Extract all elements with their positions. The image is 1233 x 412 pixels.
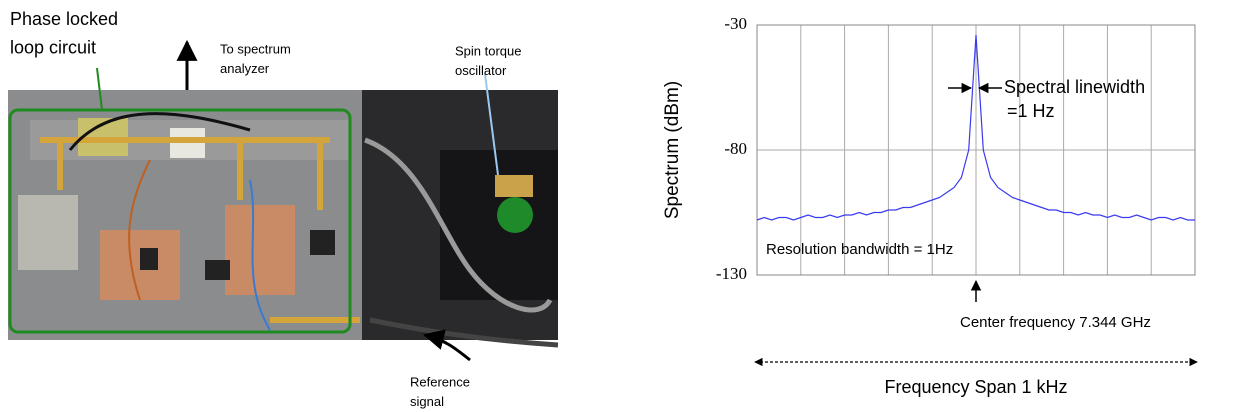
photo-label: analyzer xyxy=(220,61,270,76)
photo-label: Spin torque xyxy=(455,43,522,58)
photo xyxy=(8,39,559,362)
photo-label: Phase locked xyxy=(10,9,118,29)
y-tick-label: -80 xyxy=(724,139,747,158)
photo-label: signal xyxy=(410,394,444,409)
y-tick-label: -30 xyxy=(724,14,747,33)
annotation: =1 Hz xyxy=(1007,101,1055,121)
annotation: Spectral linewidth xyxy=(1004,77,1145,97)
photo-label: Reference xyxy=(410,374,470,389)
photo-label: To spectrum xyxy=(220,41,291,56)
y-axis-label: Spectrum (dBm) xyxy=(662,81,683,219)
plot-frame xyxy=(756,24,1196,276)
annotation: Resolution bandwidth = 1Hz xyxy=(766,241,953,258)
photo-label: loop circuit xyxy=(10,37,96,57)
photo-label: oscillator xyxy=(455,63,507,78)
annotation: Center frequency 7.344 GHz xyxy=(960,314,1151,331)
y-tick-label: -130 xyxy=(716,264,747,283)
spectrum-line xyxy=(756,34,1195,221)
annotation: Frequency Span 1 kHz xyxy=(884,377,1067,397)
